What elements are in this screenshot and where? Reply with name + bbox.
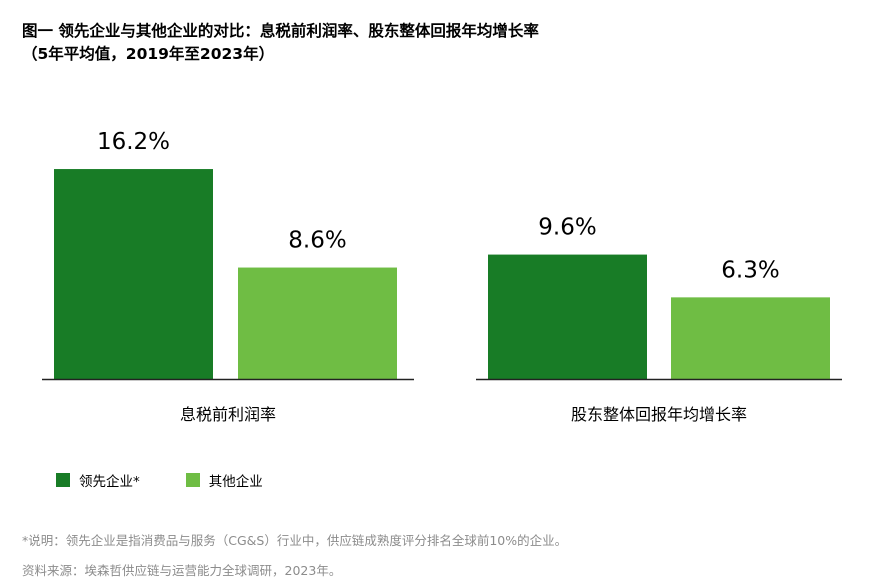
- data-label-1-leader: 16.2%: [97, 129, 170, 155]
- legend-item-other: 其他企业: [185, 470, 263, 490]
- data-label-1-other: 8.6%: [288, 228, 346, 254]
- bar-1-other: [238, 267, 397, 379]
- bar-chart: 16.2% 8.6% 息税前利润率 9.6% 6.3% 股东整体回报年均增长率: [42, 129, 842, 424]
- footnote-note: *说明：领先企业是指消费品与服务（CG&S）行业中，供应链成熟度评分排名全球前1…: [22, 533, 568, 548]
- data-label-2-other: 6.3%: [721, 257, 779, 283]
- bar-2-other: [671, 297, 830, 379]
- legend-label-leader: 领先企业*: [79, 474, 140, 490]
- bar-1-leader: [54, 169, 213, 379]
- footnote-source: 资料来源：埃森哲供应链与运营能力全球调研，2023年。: [22, 563, 342, 578]
- legend-swatch-other: [185, 473, 200, 487]
- bar-2-leader: [488, 254, 647, 379]
- legend-swatch-leader: [56, 473, 70, 487]
- data-label-2-leader: 9.6%: [538, 215, 596, 241]
- legend: 领先企业* 其他企业: [56, 470, 309, 490]
- chart-subtitle: （5年平均值，2019年至2023年）: [22, 45, 275, 63]
- legend-label-other: 其他企业: [208, 474, 263, 490]
- category-label-1: 息税前利润率: [180, 405, 276, 424]
- chart-title-line-1: 图一 领先企业与其他企业的对比：息税前利润率、股东整体回报年均增长率: [22, 22, 539, 40]
- category-label-2: 股东整体回报年均增长率: [571, 405, 747, 424]
- legend-item-leader: 领先企业*: [56, 470, 140, 490]
- chart-title: 图一 领先企业与其他企业的对比：息税前利润率、股东整体回报年均增长率 （5年平均…: [22, 20, 539, 66]
